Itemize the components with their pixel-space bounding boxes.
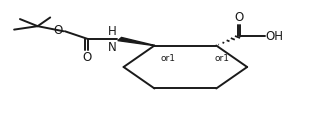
Text: OH: OH	[266, 30, 284, 43]
Text: O: O	[82, 51, 91, 64]
Text: H: H	[108, 25, 117, 38]
Text: or1: or1	[215, 54, 229, 63]
Text: O: O	[234, 11, 243, 24]
Text: O: O	[53, 24, 62, 37]
Text: N: N	[108, 41, 117, 54]
Polygon shape	[118, 37, 155, 46]
Text: or1: or1	[161, 54, 175, 63]
